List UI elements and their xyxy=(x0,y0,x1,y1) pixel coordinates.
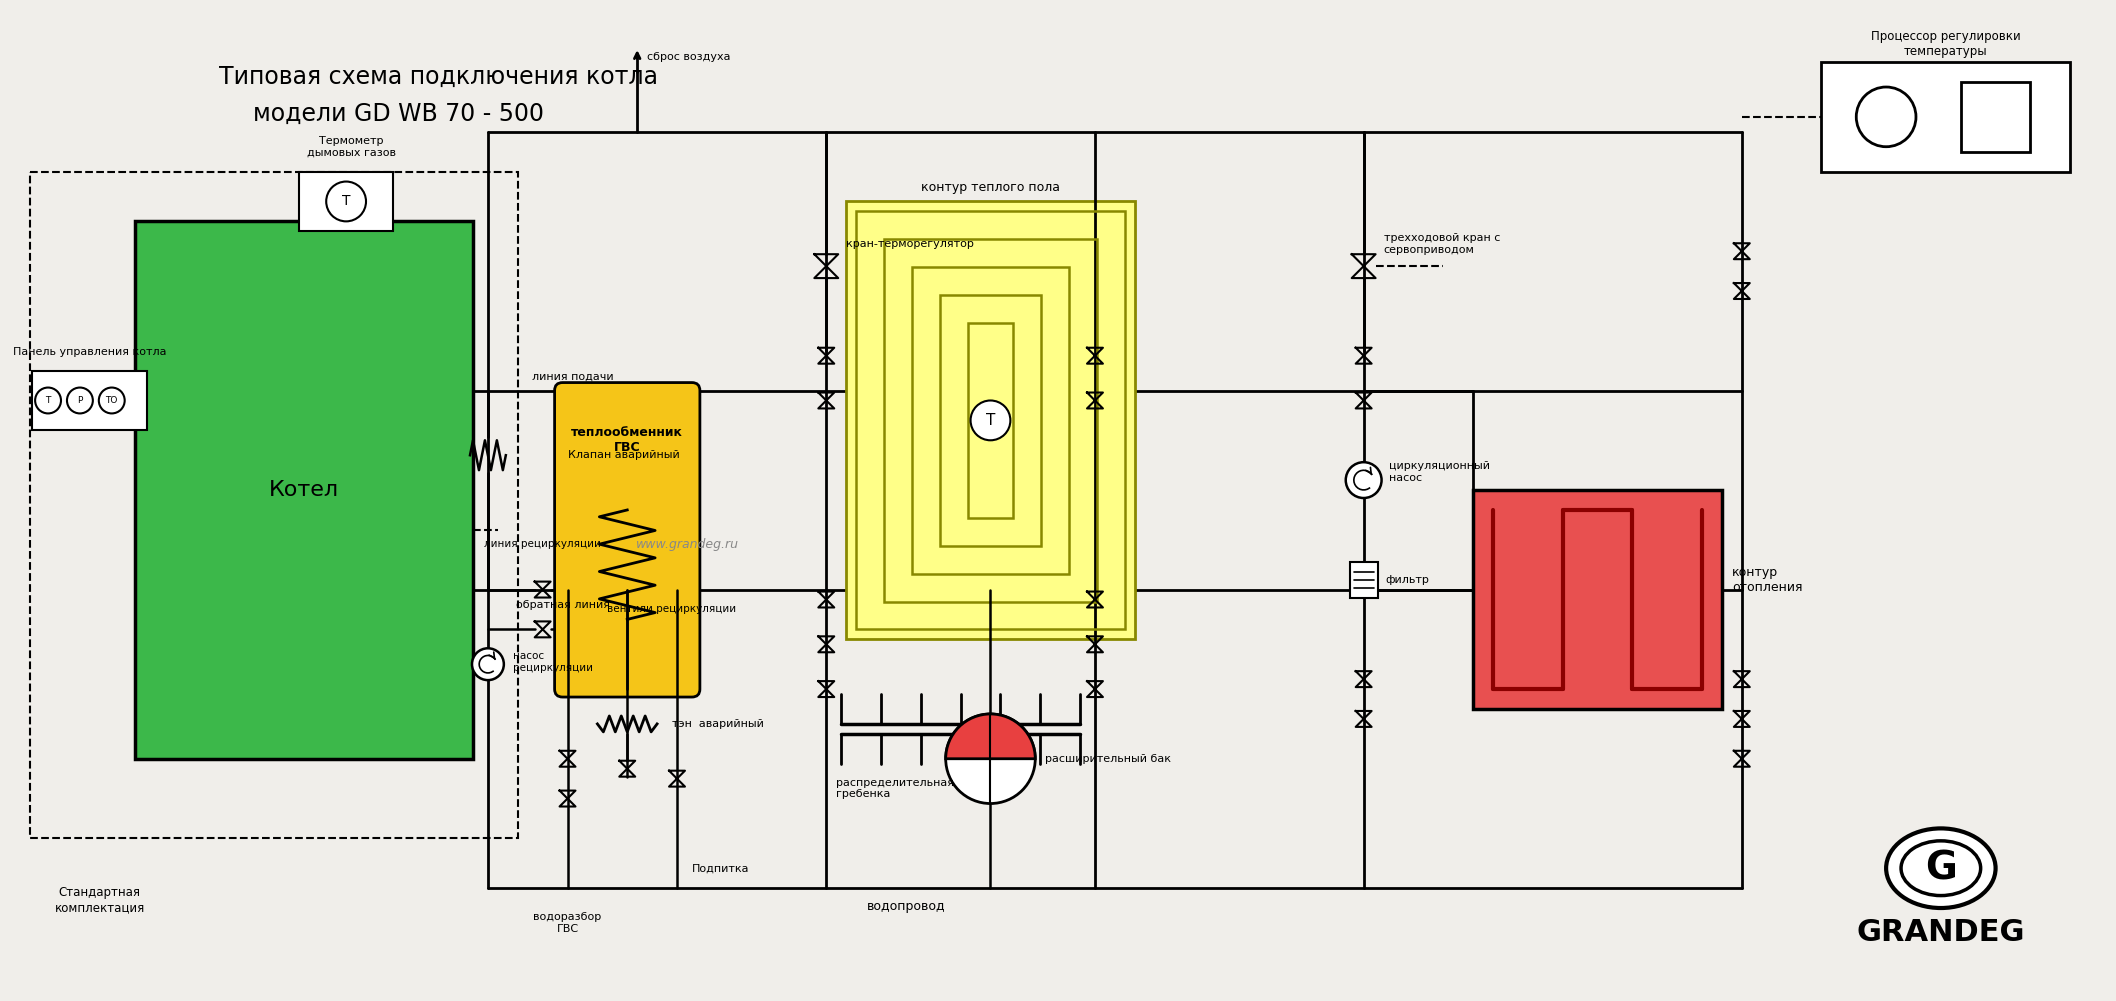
Circle shape xyxy=(946,714,1035,804)
Text: распределительная
гребенка: распределительная гребенка xyxy=(836,778,954,800)
Text: водоразбор
ГВС: водоразбор ГВС xyxy=(533,912,601,934)
Bar xyxy=(967,323,1014,518)
Bar xyxy=(884,239,1096,602)
Text: вентили рециркуляции: вентили рециркуляции xyxy=(607,605,736,615)
Text: линия рециркуляции: линия рециркуляции xyxy=(485,539,601,549)
Text: теплообменник
ГВС: теплообменник ГВС xyxy=(571,426,683,454)
Bar xyxy=(940,295,1041,546)
Wedge shape xyxy=(946,714,1035,759)
FancyBboxPatch shape xyxy=(554,382,700,697)
Bar xyxy=(298,171,394,231)
Text: обратная линия: обратная линия xyxy=(516,601,609,611)
Bar xyxy=(1822,62,2069,171)
Text: Панель управления котла: Панель управления котла xyxy=(13,346,167,356)
Text: G: G xyxy=(1926,849,1957,887)
Text: тэн  аварийный: тэн аварийный xyxy=(673,719,764,729)
Bar xyxy=(912,267,1069,574)
Text: линия подачи: линия подачи xyxy=(531,371,614,381)
Circle shape xyxy=(472,649,504,680)
Bar xyxy=(857,211,1126,630)
Bar xyxy=(846,201,1134,640)
Text: www.grandeg.ru: www.grandeg.ru xyxy=(635,539,738,552)
Circle shape xyxy=(68,387,93,413)
Text: фильтр: фильтр xyxy=(1386,575,1430,585)
Text: Котел: Котел xyxy=(269,480,339,500)
Bar xyxy=(30,171,518,839)
Text: сброс воздуха: сброс воздуха xyxy=(647,52,730,62)
Bar xyxy=(1473,490,1722,709)
Text: насос
рециркуляции: насос рециркуляции xyxy=(512,652,592,673)
Circle shape xyxy=(1856,87,1915,147)
Text: Т: Т xyxy=(986,412,995,427)
Ellipse shape xyxy=(1900,841,1981,896)
Text: Процессор регулировки
температуры: Процессор регулировки температуры xyxy=(1871,30,2021,58)
Ellipse shape xyxy=(1885,829,1995,908)
Circle shape xyxy=(99,387,125,413)
Text: контур
отопления: контур отопления xyxy=(1731,566,1803,594)
Text: циркуляционный
насос: циркуляционный насос xyxy=(1388,461,1490,482)
Circle shape xyxy=(971,400,1009,440)
Text: GRANDEG: GRANDEG xyxy=(1856,918,2025,947)
Bar xyxy=(1350,562,1378,598)
Text: Р: Р xyxy=(76,396,83,405)
Circle shape xyxy=(326,181,366,221)
Text: Термометр
дымовых газов: Термометр дымовых газов xyxy=(307,136,396,158)
Text: Т: Т xyxy=(44,396,51,405)
Circle shape xyxy=(36,387,61,413)
Text: контур теплого пола: контур теплого пола xyxy=(920,181,1060,194)
Text: модели GD WB 70 - 500: модели GD WB 70 - 500 xyxy=(252,102,544,126)
Bar xyxy=(32,370,146,430)
Circle shape xyxy=(1346,462,1382,498)
Text: расширительный бак: расширительный бак xyxy=(1045,754,1172,764)
Bar xyxy=(135,221,474,759)
Text: Т: Т xyxy=(343,194,351,208)
Text: Клапан аварийный: Клапан аварийный xyxy=(567,450,679,460)
Text: Подпитка: Подпитка xyxy=(692,863,749,873)
Text: кран-терморегулятор: кран-терморегулятор xyxy=(846,239,973,249)
Bar xyxy=(1962,82,2031,152)
Text: ТО: ТО xyxy=(106,396,118,405)
Text: Стандартная
комплектация: Стандартная комплектация xyxy=(55,886,144,914)
Text: трехходовой кран с
сервоприводом: трехходовой кран с сервоприводом xyxy=(1384,233,1500,255)
Text: водопровод: водопровод xyxy=(868,900,946,913)
Text: Типовая схема подключения котла: Типовая схема подключения котла xyxy=(218,65,658,89)
